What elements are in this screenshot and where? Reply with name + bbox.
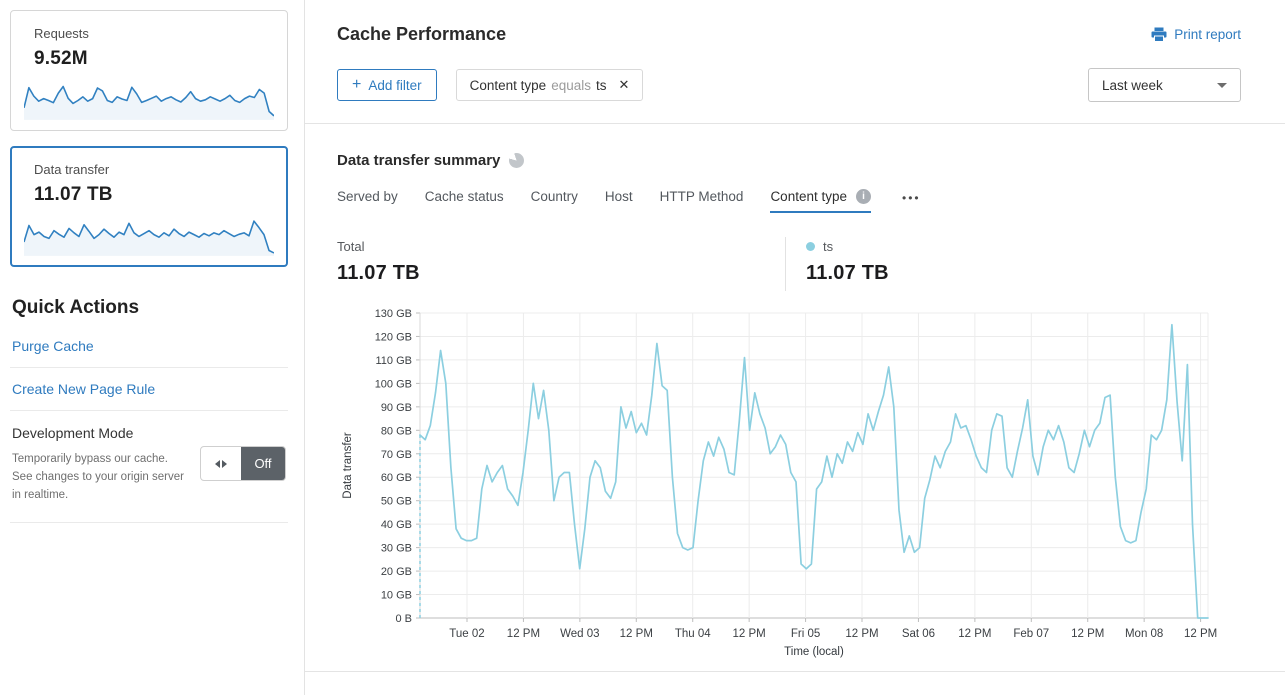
svg-text:90 GB: 90 GB — [381, 402, 412, 414]
svg-text:80 GB: 80 GB — [381, 425, 412, 437]
chevron-down-icon — [1217, 82, 1227, 88]
svg-text:12 PM: 12 PM — [1184, 628, 1217, 640]
data-transfer-card-label: Data transfer — [34, 162, 110, 177]
time-range-select[interactable]: Last week — [1088, 68, 1241, 102]
svg-text:60 GB: 60 GB — [381, 472, 412, 484]
tab-served-by[interactable]: Served by — [337, 189, 398, 204]
add-filter-button[interactable]: + Add filter — [337, 69, 437, 101]
legend-dot — [806, 242, 815, 251]
svg-text:12 PM: 12 PM — [845, 628, 878, 640]
data-transfer-chart[interactable]: 0 B 10 GB 20 GB 30 GB 40 GB 50 GB 60 GB 70 GB 80… — [337, 303, 1245, 665]
toggle-arrows-icon — [201, 447, 241, 480]
total-block: Total 11.07 TB — [337, 237, 785, 291]
summary-title: Data transfer summary — [337, 152, 501, 169]
line-chart-canvas[interactable]: 0 B 10 GB 20 GB 30 GB 40 GB 50 GB 60 GB 70 GB 80… — [337, 303, 1242, 665]
development-mode-info: Development Mode Temporarily bypass our … — [12, 423, 200, 504]
svg-text:12 PM: 12 PM — [620, 628, 653, 640]
divider — [10, 522, 288, 524]
svg-text:110 GB: 110 GB — [376, 355, 413, 367]
svg-text:50 GB: 50 GB — [381, 496, 412, 508]
print-report-link[interactable]: Print report — [1151, 27, 1241, 42]
data-transfer-card-value: 11.07 TB — [34, 184, 113, 205]
summary-tabs: Served by Cache status Country Host HTTP… — [337, 189, 1241, 213]
tab-cache-status[interactable]: Cache status — [424, 189, 504, 204]
development-mode-section: Development Mode Temporarily bypass our … — [10, 411, 288, 522]
add-filter-label: Add filter — [368, 77, 422, 93]
svg-text:70 GB: 70 GB — [381, 449, 412, 461]
tab-http-method[interactable]: HTTP Method — [659, 189, 744, 204]
requests-sparkline — [24, 85, 274, 120]
legend-series-value: 11.07 TB — [806, 262, 889, 284]
svg-text:Data transfer: Data transfer — [342, 432, 354, 499]
pie-chart-icon — [509, 153, 525, 168]
filter-chip-field: Content type — [469, 77, 547, 93]
total-value: 11.07 TB — [337, 262, 420, 284]
requests-card[interactable]: Requests 9.52M — [10, 10, 288, 131]
legend-series-name: ts — [823, 239, 834, 254]
svg-text:Time (local): Time (local) — [784, 646, 844, 658]
requests-card-label: Requests — [34, 26, 89, 41]
svg-text:12 PM: 12 PM — [958, 628, 991, 640]
tab-content-type[interactable]: Content type i — [770, 189, 871, 213]
more-tabs-button[interactable]: ••• — [902, 191, 921, 205]
svg-text:Tue 02: Tue 02 — [449, 628, 484, 640]
svg-text:Sat 06: Sat 06 — [902, 628, 935, 640]
svg-text:12 PM: 12 PM — [507, 628, 540, 640]
divider — [305, 123, 1285, 124]
summary-title-row: Data transfer summary — [337, 152, 1241, 169]
divider — [10, 367, 288, 368]
svg-text:12 PM: 12 PM — [1071, 628, 1104, 640]
data-transfer-card[interactable]: Data transfer 11.07 TB — [10, 146, 288, 267]
main-panel: Cache Performance Print report + Add fil… — [305, 0, 1285, 695]
svg-text:Thu 04: Thu 04 — [675, 628, 711, 640]
svg-text:Mon 08: Mon 08 — [1125, 628, 1163, 640]
toggle-state-label: Off — [241, 447, 285, 481]
filter-chip-close-icon[interactable]: ✕ — [618, 77, 630, 92]
main-header: Cache Performance Print report — [305, 0, 1285, 45]
tab-country[interactable]: Country — [530, 189, 578, 204]
development-mode-description: Temporarily bypass our cache. See change… — [12, 453, 184, 501]
svg-text:12 PM: 12 PM — [733, 628, 766, 640]
svg-text:100 GB: 100 GB — [375, 378, 412, 390]
info-icon[interactable]: i — [856, 189, 871, 204]
page-title: Cache Performance — [337, 24, 507, 44]
time-range-value: Last week — [1102, 77, 1163, 93]
svg-text:130 GB: 130 GB — [375, 308, 412, 320]
svg-text:40 GB: 40 GB — [381, 519, 412, 531]
svg-text:120 GB: 120 GB — [375, 331, 412, 343]
tab-host[interactable]: Host — [604, 189, 633, 204]
printer-icon — [1151, 27, 1167, 42]
filter-row: + Add filter Content type equals ts ✕ La… — [337, 68, 1241, 102]
filter-chip[interactable]: Content type equals ts ✕ — [455, 69, 644, 101]
svg-text:Feb 07: Feb 07 — [1013, 628, 1049, 640]
svg-text:20 GB: 20 GB — [381, 566, 412, 578]
divider — [10, 410, 288, 411]
total-label: Total — [337, 239, 365, 254]
create-new-page-rule-link[interactable]: Create New Page Rule — [12, 381, 156, 397]
purge-cache-link[interactable]: Purge Cache — [12, 338, 94, 354]
divider — [305, 671, 1285, 672]
quick-actions-title: Quick Actions — [12, 297, 140, 318]
plus-icon: + — [352, 76, 362, 93]
filter-chip-value: ts — [595, 77, 607, 93]
svg-text:0 B: 0 B — [395, 613, 412, 625]
svg-text:Fri 05: Fri 05 — [791, 628, 820, 640]
legend-block[interactable]: ts 11.07 TB — [785, 237, 889, 291]
totals-row: Total 11.07 TB ts 11.07 TB — [337, 237, 1285, 291]
requests-card-value: 9.52M — [34, 48, 88, 69]
print-report-label: Print report — [1174, 27, 1241, 42]
svg-text:30 GB: 30 GB — [381, 543, 412, 555]
svg-text:Wed 03: Wed 03 — [560, 628, 599, 640]
sidebar: Requests 9.52M Data transfer 11.07 TB Qu… — [0, 0, 305, 695]
development-mode-toggle[interactable]: Off — [200, 446, 286, 482]
data-transfer-sparkline — [24, 220, 274, 256]
development-mode-title: Development Mode — [12, 425, 134, 441]
filter-chip-operator: equals — [551, 77, 591, 93]
svg-text:10 GB: 10 GB — [381, 590, 412, 602]
